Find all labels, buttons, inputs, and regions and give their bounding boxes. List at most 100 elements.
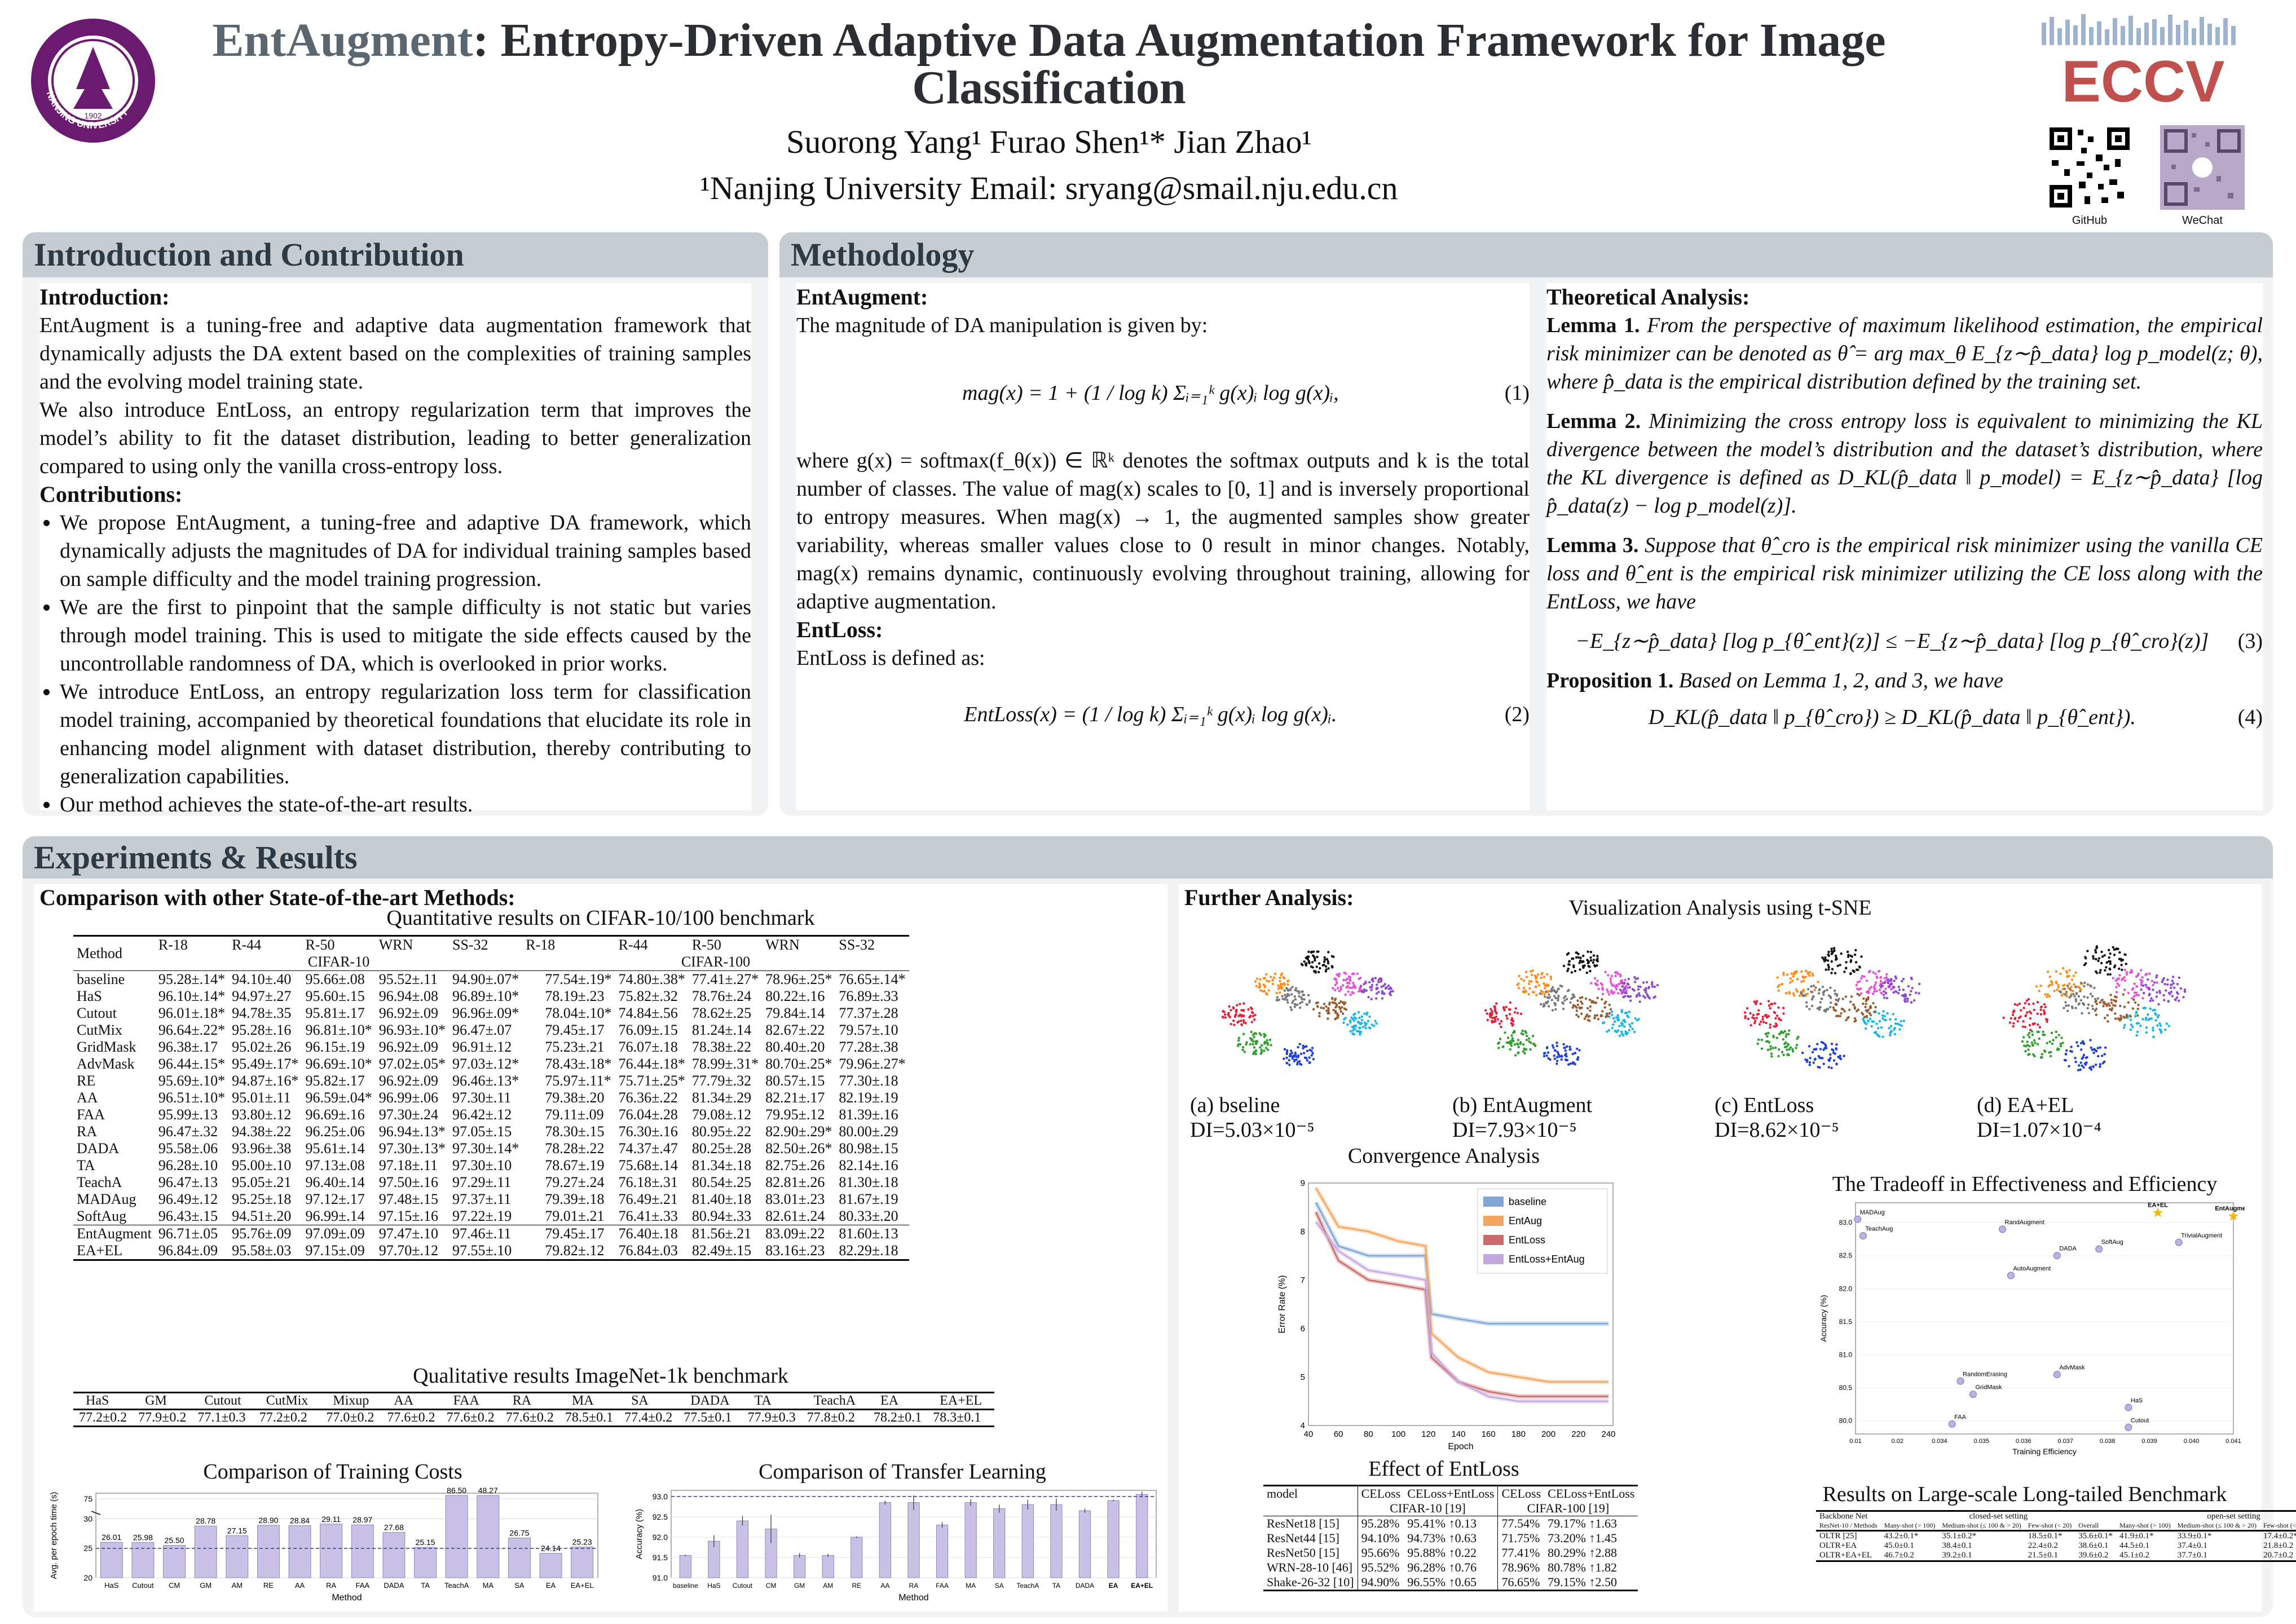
- tsne-point: [1618, 982, 1620, 986]
- imagenet-header: Cutout: [204, 1393, 241, 1408]
- tsne-point: [1834, 954, 1837, 957]
- table-cell: 45.0±0.1: [1884, 1541, 1914, 1550]
- tsne-point: [2127, 991, 2130, 995]
- tsne-point: [2169, 992, 2171, 995]
- tsne-point: [1300, 963, 1303, 965]
- x-tick-label: AM: [823, 1582, 833, 1590]
- tsne-point: [1263, 990, 1266, 992]
- tsne-point: [1889, 983, 1892, 987]
- tsne-point: [2072, 990, 2074, 992]
- tsne-point: [1771, 1047, 1774, 1049]
- tsne-point: [1645, 991, 1647, 994]
- tsne-point: [2037, 1023, 2039, 1026]
- tsne-point: [1375, 983, 1378, 986]
- tsne-point: [1826, 988, 1828, 991]
- tsne-point: [1819, 1048, 1822, 1051]
- tsne-point: [2110, 1001, 2113, 1004]
- tsne-point: [1886, 1012, 1889, 1015]
- bar: [1136, 1494, 1148, 1578]
- tsne-point: [1502, 1045, 1505, 1048]
- arch-header: SS-32: [452, 937, 488, 953]
- tsne-point: [1834, 992, 1837, 995]
- tsne-point: [2074, 1057, 2077, 1060]
- accuracy-cell: 97.55±.10: [452, 1242, 512, 1259]
- tsne-point: [1250, 1011, 1254, 1014]
- tsne-point: [1318, 1012, 1321, 1014]
- accuracy-cell: 76.41±.33: [618, 1208, 678, 1224]
- tsne-point: [1509, 1042, 1511, 1045]
- tsne-point: [1593, 964, 1596, 967]
- tsne-point: [1829, 1005, 1832, 1009]
- tsne-point: [1562, 1002, 1565, 1005]
- tsne-point: [1323, 960, 1326, 963]
- bar: [993, 1508, 1006, 1578]
- tsne-point: [1805, 1060, 1809, 1063]
- tsne-point: [1592, 954, 1596, 957]
- scatter-point: [1969, 1391, 1977, 1398]
- tsne-point: [1370, 983, 1374, 987]
- tsne-point: [1589, 951, 1593, 954]
- tsne-point: [2040, 1056, 2043, 1059]
- tsne-point: [1229, 1009, 1232, 1012]
- point-label: RandomErasing: [1963, 1371, 2007, 1378]
- tsne-point: [1350, 1016, 1353, 1019]
- tsne-point: [1577, 1015, 1580, 1018]
- tsne-point: [1543, 1054, 1546, 1058]
- tsne-point: [1349, 993, 1352, 996]
- tsne-point: [1279, 991, 1281, 994]
- tsne-point: [1519, 1012, 1523, 1016]
- tsne-point: [2135, 994, 2138, 997]
- tsne-point: [1506, 1036, 1510, 1039]
- tsne-point: [2165, 1022, 2169, 1025]
- tsne-point: [1312, 1058, 1315, 1061]
- tsne-point: [1523, 1052, 1526, 1055]
- accuracy-cell: 78.19±.23: [545, 988, 605, 1004]
- tsne-point: [2137, 994, 2140, 996]
- tsne-point: [1611, 992, 1614, 995]
- tsne-point: [1288, 1059, 1290, 1062]
- accuracy-cell: 75.68±.14: [618, 1157, 678, 1173]
- tsne-point: [2057, 1034, 2060, 1036]
- tsne-point: [1522, 979, 1526, 982]
- tsne-point: [1822, 958, 1825, 961]
- column-header: model: [1267, 1486, 1298, 1501]
- github-qr-code[interactable]: [2047, 125, 2132, 210]
- bar: [1050, 1504, 1063, 1578]
- tsne-point: [1822, 1062, 1825, 1065]
- tsne-point: [2095, 1013, 2097, 1016]
- tsne-point: [1348, 986, 1351, 989]
- tsne-point: [2079, 1061, 2082, 1064]
- tsne-point: [1589, 969, 1592, 973]
- tsne-point: [2050, 1051, 2052, 1053]
- tsne-point: [1845, 967, 1848, 969]
- wechat-qr-code[interactable]: [2160, 125, 2245, 210]
- tsne-point: [1766, 1016, 1769, 1018]
- tsne-point: [2149, 1007, 2152, 1010]
- tsne-point: [2178, 999, 2180, 1002]
- x-axis-label: Epoch: [1448, 1442, 1473, 1451]
- accuracy-cell: 95.01±.11: [232, 1089, 291, 1106]
- x-tick-label: 60: [1334, 1429, 1343, 1439]
- contribution-item: Our method achieves the state-of-the-art…: [60, 791, 751, 819]
- tsne-point: [1827, 968, 1830, 971]
- accuracy-cell: 77.54±.19*: [545, 971, 612, 987]
- tsne-point: [2150, 979, 2154, 982]
- introduction-label: Introduction:: [39, 284, 170, 310]
- tsne-point: [1601, 998, 1603, 1001]
- tsne-point: [1830, 1043, 1834, 1045]
- tsne-point: [2117, 977, 2120, 980]
- tsne-point: [1872, 1001, 1875, 1005]
- tsne-point: [2131, 1007, 2135, 1010]
- tsne-point: [1292, 999, 1295, 1002]
- accuracy-cell: 79.45±.17: [545, 1225, 605, 1242]
- tsne-point: [2081, 1064, 2083, 1067]
- x-tick-label: RE: [263, 1581, 274, 1590]
- tsne-point: [1306, 957, 1309, 961]
- tsne-point: [1611, 1026, 1614, 1030]
- tsne-point: [1367, 996, 1370, 999]
- tsne-point: [1773, 1012, 1777, 1014]
- tsne-point: [2154, 1012, 2157, 1015]
- accuracy-cell: 76.07±.18: [618, 1039, 678, 1055]
- tsne-point: [2097, 1054, 2100, 1058]
- tsne-point: [1514, 1054, 1517, 1057]
